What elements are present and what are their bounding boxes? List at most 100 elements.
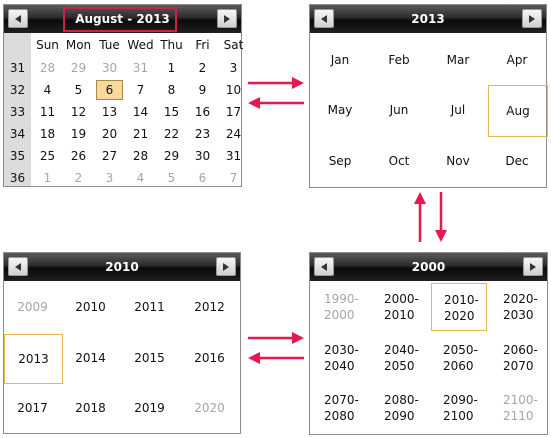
decade-cell[interactable]: 2090- 2100	[431, 384, 487, 432]
decade-cell[interactable]: 2050- 2060	[431, 334, 487, 382]
year-cell[interactable]: 2017	[17, 401, 48, 415]
header-title-button[interactable]: 2010	[105, 260, 139, 274]
month-cell[interactable]: Mar	[446, 53, 470, 67]
day-cell[interactable]: 19	[70, 127, 87, 141]
week-number-column	[4, 33, 31, 186]
month-cell[interactable]: Dec	[505, 154, 529, 168]
decade-cell[interactable]: 2070- 2080	[312, 384, 368, 432]
decade-range-start: 2030-	[324, 343, 359, 357]
day-cell[interactable]: 23	[194, 127, 211, 141]
month-cell[interactable]: May	[327, 103, 353, 117]
day-cell[interactable]: 3	[229, 61, 238, 75]
decade-range-end: 2020	[444, 309, 475, 323]
decade-range-end: 2000	[324, 308, 355, 322]
decade-cell[interactable]: 1990- 2000	[312, 283, 368, 331]
day-cell[interactable]: 5	[74, 83, 83, 97]
day-cell[interactable]: 7	[229, 171, 238, 185]
month-cell[interactable]: Aug	[488, 85, 548, 137]
day-cell[interactable]: 30	[194, 149, 211, 163]
month-cell[interactable]: Feb	[388, 53, 410, 67]
day-cell[interactable]: 13	[101, 105, 118, 119]
day-cell[interactable]: 31	[132, 61, 149, 75]
day-cell[interactable]: 20	[101, 127, 118, 141]
day-cell[interactable]: 5	[167, 171, 176, 185]
day-cell[interactable]: 15	[163, 105, 180, 119]
day-cell[interactable]: 16	[194, 105, 211, 119]
decade-cell[interactable]: 2030- 2040	[312, 334, 368, 382]
decade-cell[interactable]: 2100- 2110	[491, 384, 547, 432]
header-title-button[interactable]: 2000	[411, 260, 446, 274]
decade-cell[interactable]: 2040- 2050	[372, 334, 428, 382]
month-cell[interactable]: Oct	[388, 154, 410, 168]
day-cell[interactable]: 2	[198, 61, 207, 75]
day-cell[interactable]: 3	[105, 171, 114, 185]
calendar-header: 2000	[310, 253, 547, 281]
year-cell[interactable]: 2018	[75, 401, 106, 415]
day-cell[interactable]: 8	[167, 83, 176, 97]
year-cell[interactable]: 2016	[194, 351, 225, 365]
previous-button[interactable]	[314, 257, 334, 276]
day-cell[interactable]: 30	[101, 61, 118, 75]
day-cell[interactable]: 11	[39, 105, 56, 119]
year-cell[interactable]: 2014	[75, 351, 106, 365]
year-cell[interactable]: 2010	[75, 300, 106, 314]
day-cell[interactable]: 6	[198, 171, 207, 185]
decade-cell[interactable]: 2080- 2090	[372, 384, 428, 432]
header-title-button[interactable]: 2013	[411, 12, 445, 26]
day-cell[interactable]: 27	[101, 149, 118, 163]
calendar-month-view: August - 2013 Sun Mon Tue Wed Thu Fri Sat 31 28…	[3, 4, 243, 187]
previous-button[interactable]	[314, 9, 334, 28]
day-cell[interactable]: 21	[132, 127, 149, 141]
day-cell[interactable]: 17	[225, 105, 242, 119]
decade-range-start: 2040-	[384, 343, 419, 357]
decade-cell[interactable]: 2060- 2070	[491, 334, 547, 382]
next-button[interactable]	[523, 257, 543, 276]
day-cell[interactable]: 4	[43, 83, 52, 97]
month-cell[interactable]: Jan	[330, 53, 350, 67]
arrow-right-icon	[248, 332, 304, 344]
decade-cell[interactable]: 2020- 2030	[491, 283, 547, 331]
day-cell[interactable]: 26	[70, 149, 87, 163]
month-cell[interactable]: Jun	[389, 103, 409, 117]
previous-button[interactable]	[8, 9, 28, 28]
day-cell[interactable]: 25	[39, 149, 56, 163]
day-cell[interactable]: 29	[70, 61, 87, 75]
next-button[interactable]	[216, 257, 236, 276]
arrow-up-icon	[414, 192, 426, 242]
month-cell[interactable]: Nov	[446, 154, 470, 168]
day-cell[interactable]: 14	[132, 105, 149, 119]
day-cell[interactable]: 24	[225, 127, 242, 141]
month-cell[interactable]: Apr	[506, 53, 528, 67]
year-cell[interactable]: 2012	[194, 300, 225, 314]
chevron-left-icon	[321, 263, 327, 271]
year-cell[interactable]: 2009	[17, 300, 48, 314]
decade-cell[interactable]: 2000- 2010	[372, 283, 428, 331]
day-cell[interactable]: 10	[225, 83, 242, 97]
day-cell[interactable]: 28	[39, 61, 56, 75]
day-cell[interactable]: 18	[39, 127, 56, 141]
day-cell[interactable]: 4	[136, 171, 145, 185]
day-cell[interactable]: 2	[74, 171, 83, 185]
day-cell[interactable]: 9	[198, 83, 207, 97]
month-cell[interactable]: Jul	[450, 103, 466, 117]
year-cell[interactable]: 2015	[134, 351, 165, 365]
next-button[interactable]	[217, 9, 237, 28]
month-cell[interactable]: Sep	[328, 154, 352, 168]
day-cell[interactable]: 1	[43, 171, 52, 185]
day-cell[interactable]: 31	[225, 149, 242, 163]
day-cell[interactable]: 6	[96, 80, 123, 100]
header-title-button[interactable]: August - 2013	[75, 12, 170, 26]
day-cell[interactable]: 7	[136, 83, 145, 97]
day-cell[interactable]: 1	[167, 61, 176, 75]
day-cell[interactable]: 12	[70, 105, 87, 119]
year-cell[interactable]: 2011	[134, 300, 165, 314]
year-cell[interactable]: 2020	[194, 401, 225, 415]
decade-cell[interactable]: 2010- 2020	[431, 283, 487, 331]
day-cell[interactable]: 29	[163, 149, 180, 163]
year-cell[interactable]: 2013	[4, 334, 63, 384]
previous-button[interactable]	[8, 257, 28, 276]
year-cell[interactable]: 2019	[134, 401, 165, 415]
day-cell[interactable]: 22	[163, 127, 180, 141]
day-cell[interactable]: 28	[132, 149, 149, 163]
next-button[interactable]	[522, 9, 542, 28]
